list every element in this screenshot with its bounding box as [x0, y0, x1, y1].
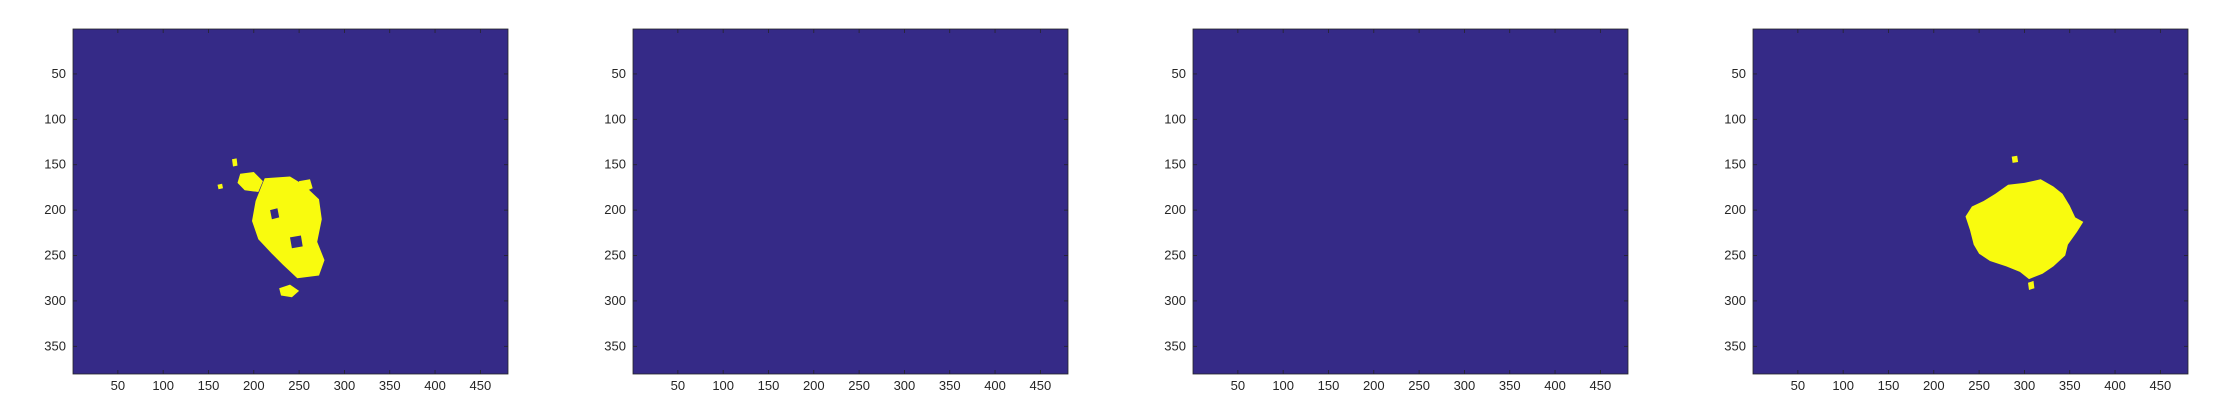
y-tick-label: 250 [1724, 248, 1746, 263]
x-tick-label: 50 [1231, 378, 1245, 393]
x-tick-label: 50 [1791, 378, 1805, 393]
y-tick-label: 50 [1732, 66, 1746, 81]
heatmap-panel-4: 50 100 150 200 250 300 350 400 450 50 100 150 200 250… [1680, 0, 2240, 420]
heatmap-panel-2: 50 100 150 200 250 300 350 400 450 50 100 150 200 250… [560, 0, 1120, 420]
heatmap-panel-1: 50 100 150 200 250 300 350 400 450 50 100 150 200 250… [0, 0, 560, 420]
x-tick-label: 250 [848, 378, 870, 393]
x-tick-label: 400 [424, 378, 446, 393]
x-tick-label: 200 [1363, 378, 1385, 393]
x-tick-label: 150 [1878, 378, 1900, 393]
y-tick-label: 300 [1164, 293, 1186, 308]
x-tick-label: 150 [198, 378, 220, 393]
x-tick-label: 300 [894, 378, 916, 393]
x-tick-label: 100 [712, 378, 734, 393]
plot-background [633, 29, 1068, 374]
x-tick-label: 450 [1030, 378, 1052, 393]
y-tick-label: 100 [604, 111, 626, 126]
x-tick-label: 400 [2104, 378, 2126, 393]
y-tick-label: 150 [1164, 157, 1186, 172]
heatmap-plot-2: 50 100 150 200 250 300 350 400 450 50 100 150 200 250… [604, 28, 1069, 393]
x-tick-label: 450 [1590, 378, 1612, 393]
x-tick-label: 300 [1454, 378, 1476, 393]
mask-blob-3 [298, 179, 313, 192]
axes-box [632, 28, 1069, 375]
axes-box [72, 28, 509, 375]
x-tick-label: 400 [1544, 378, 1566, 393]
mask-blob-5 [232, 158, 238, 167]
y-tick-label: 250 [1164, 248, 1186, 263]
y-tick-label: 150 [1724, 157, 1746, 172]
y-tick-label: 100 [1164, 111, 1186, 126]
x-tick-label: 50 [671, 378, 685, 393]
heatmap-plot-1: 50 100 150 200 250 300 350 400 450 50 100 150 200 250… [44, 28, 509, 393]
x-tick-label: 450 [470, 378, 492, 393]
x-tick-label: 100 [1272, 378, 1294, 393]
y-tick-label: 250 [604, 248, 626, 263]
x-tick-label: 400 [984, 378, 1006, 393]
mask-blob-2 [237, 172, 263, 192]
y-tick-label: 200 [604, 202, 626, 217]
axes-box [1752, 28, 2189, 375]
y-tick-label: 150 [604, 157, 626, 172]
mask-blob-6 [217, 183, 223, 190]
x-tick-label: 350 [2059, 378, 2081, 393]
y-tick-label: 150 [44, 157, 66, 172]
y-tick-label: 50 [1172, 66, 1186, 81]
y-tick-label: 200 [1724, 202, 1746, 217]
x-tick-label: 250 [288, 378, 310, 393]
mask-hole-8 [290, 235, 303, 249]
mask-blob-1 [252, 176, 325, 279]
mask-blob-3 [2028, 280, 2035, 290]
x-tick-label: 50 [111, 378, 125, 393]
y-tick-label: 100 [1724, 111, 1746, 126]
x-tick-label: 200 [1923, 378, 1945, 393]
x-tick-label: 300 [2014, 378, 2036, 393]
x-tick-label: 350 [939, 378, 961, 393]
y-tick-label: 350 [1724, 338, 1746, 353]
y-tick-label: 200 [1164, 202, 1186, 217]
y-tick-label: 250 [44, 248, 66, 263]
y-tick-label: 300 [44, 293, 66, 308]
heatmap-panel-3: 50 100 150 200 250 300 350 400 450 50 100 150 200 250… [1120, 0, 1680, 420]
mask-hole-7 [270, 208, 280, 220]
mask-blob-1 [1965, 179, 2084, 280]
y-tick-label: 350 [1164, 338, 1186, 353]
y-tick-label: 350 [604, 338, 626, 353]
mask-blob-4 [279, 284, 300, 298]
x-tick-label: 100 [152, 378, 174, 393]
x-tick-label: 350 [379, 378, 401, 393]
y-tick-label: 300 [1724, 293, 1746, 308]
y-tick-label: 50 [612, 66, 626, 81]
x-tick-label: 450 [2150, 378, 2172, 393]
x-tick-label: 300 [334, 378, 356, 393]
mask-blob-2 [2011, 155, 2019, 163]
x-tick-label: 150 [1318, 378, 1340, 393]
y-tick-label: 300 [604, 293, 626, 308]
axes-box [1192, 28, 1629, 375]
plot-background [1193, 29, 1628, 374]
x-tick-label: 250 [1408, 378, 1430, 393]
x-tick-label: 200 [243, 378, 265, 393]
x-tick-label: 150 [758, 378, 780, 393]
x-tick-label: 350 [1499, 378, 1521, 393]
x-tick-label: 100 [1832, 378, 1854, 393]
y-tick-label: 350 [44, 338, 66, 353]
x-tick-label: 200 [803, 378, 825, 393]
y-tick-label: 200 [44, 202, 66, 217]
plot-background [1753, 29, 2188, 374]
y-tick-label: 50 [52, 66, 66, 81]
heatmap-plot-3: 50 100 150 200 250 300 350 400 450 50 100 150 200 250… [1164, 28, 1629, 393]
x-tick-label: 250 [1968, 378, 1990, 393]
y-tick-label: 100 [44, 111, 66, 126]
heatmap-plot-4: 50 100 150 200 250 300 350 400 450 50 100 150 200 250… [1724, 28, 2189, 393]
